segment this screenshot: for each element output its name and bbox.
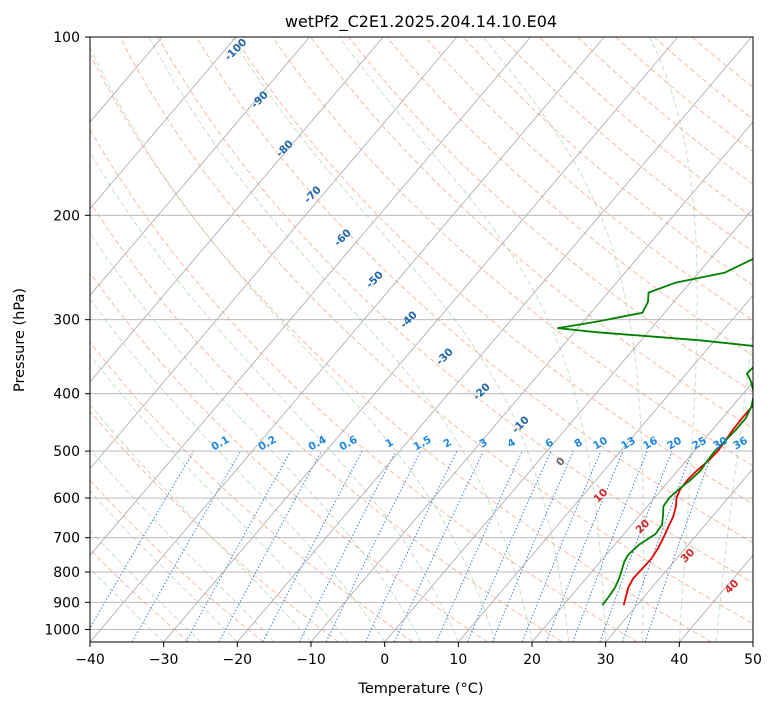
moist-adiabat-line bbox=[149, 37, 532, 642]
y-tick-label: 300 bbox=[53, 313, 80, 329]
isotherm-line bbox=[0, 37, 383, 642]
y-tick-label: 400 bbox=[53, 387, 80, 403]
mixing-ratio-line bbox=[645, 451, 713, 642]
moist-adiabat-line bbox=[716, 37, 775, 642]
x-tick-label: 0 bbox=[380, 652, 389, 668]
dry-adiabat-line bbox=[654, 37, 775, 642]
x-tick-label: −30 bbox=[149, 652, 179, 668]
y-tick-label: 500 bbox=[53, 444, 80, 460]
x-tick-label: −10 bbox=[296, 652, 326, 668]
dry-adiabat-label: -50 bbox=[364, 269, 386, 291]
mixing-ratio-label: 0.6 bbox=[337, 434, 359, 454]
dry-adiabat-line bbox=[0, 37, 264, 642]
mixing-ratio-label: 3 bbox=[477, 436, 489, 450]
mixing-ratio-line bbox=[468, 451, 551, 642]
y-tick-label: 100 bbox=[53, 30, 80, 46]
mixing-ratio-label: 1.5 bbox=[411, 434, 433, 454]
x-tick-label: 10 bbox=[449, 652, 467, 668]
mixing-ratio-line bbox=[522, 451, 601, 642]
dry-adiabat-line bbox=[387, 37, 775, 642]
chart-title: wetPf2_C2E1.2025.204.14.10.E04 bbox=[285, 12, 557, 32]
isotherm-line bbox=[16, 37, 530, 642]
moist-adiabat-line bbox=[0, 37, 311, 642]
dry-adiabat-label: -70 bbox=[302, 184, 324, 206]
dry-adiabat-label: 0 bbox=[554, 455, 568, 469]
dry-adiabat-line bbox=[5, 37, 562, 642]
x-tick-label: 30 bbox=[597, 652, 615, 668]
moist-adiabat-line bbox=[0, 37, 348, 642]
dry-adiabat-line bbox=[0, 37, 189, 642]
isotherm-line bbox=[164, 37, 678, 642]
dry-adiabat-line bbox=[501, 37, 775, 642]
mixing-ratio-label: 0.4 bbox=[306, 434, 328, 454]
isotherm-line bbox=[311, 37, 775, 642]
dry-adiabat-line bbox=[0, 37, 413, 642]
y-tick-label: 600 bbox=[53, 491, 80, 507]
x-tick-label: 50 bbox=[744, 652, 762, 668]
x-tick-label: −40 bbox=[75, 652, 105, 668]
moist-adiabat-line bbox=[0, 37, 201, 642]
mixing-ratio-label: 4 bbox=[505, 436, 517, 450]
mixing-ratio-line bbox=[622, 451, 692, 642]
x-tick-label: 20 bbox=[523, 652, 541, 668]
dry-adiabat-line bbox=[540, 37, 775, 642]
moist-adiabat-line bbox=[483, 37, 643, 642]
moist-adiabat-label: 30 bbox=[678, 546, 697, 565]
dry-adiabat-line bbox=[0, 37, 488, 642]
y-axis-label: Pressure (hPa) bbox=[12, 288, 28, 392]
y-tick-label: 700 bbox=[53, 531, 80, 547]
isotherm-line bbox=[90, 37, 604, 642]
moist-adiabat-label: 40 bbox=[722, 577, 741, 596]
mixing-ratio-line bbox=[546, 451, 623, 642]
x-axis-label: Temperature (°C) bbox=[357, 681, 483, 697]
moist-adiabat-line bbox=[0, 37, 274, 642]
mixing-ratio-line bbox=[299, 451, 396, 642]
mixing-ratio-line bbox=[365, 451, 457, 642]
mixing-ratio-label: 0.1 bbox=[209, 434, 231, 454]
dry-adiabat-label: -40 bbox=[398, 309, 420, 331]
x-tick-label: −20 bbox=[223, 652, 253, 668]
mixing-ratio-line bbox=[82, 451, 194, 642]
y-tick-label: 800 bbox=[53, 565, 80, 581]
isotherm-line bbox=[385, 37, 775, 642]
mixing-ratio-label: 16 bbox=[641, 435, 660, 453]
moist-adiabat-line bbox=[0, 37, 422, 642]
dry-adiabat-label: -80 bbox=[274, 138, 296, 160]
moist-adiabat-line bbox=[0, 37, 385, 642]
mixing-ratio-label: 20 bbox=[665, 435, 684, 453]
mixing-ratio-label: 10 bbox=[591, 435, 610, 453]
moist-adiabat-line bbox=[231, 37, 569, 642]
mixing-ratio-label: 36 bbox=[731, 435, 750, 453]
dry-adiabat-line bbox=[692, 37, 775, 642]
mixing-ratio-line bbox=[263, 451, 362, 642]
mixing-ratio-line bbox=[132, 451, 241, 642]
isotherm-line bbox=[237, 37, 751, 642]
dry-adiabat-line bbox=[82, 37, 712, 642]
moist-adiabat-line bbox=[339, 37, 606, 642]
moist-adiabat-line bbox=[34, 37, 459, 642]
isotherm-line bbox=[0, 37, 236, 642]
y-tick-label: 1000 bbox=[44, 622, 80, 638]
y-tick-label: 900 bbox=[53, 595, 80, 611]
moist-adiabat-line bbox=[0, 37, 237, 642]
mixing-ratio-line bbox=[186, 451, 291, 642]
isotherm-line bbox=[753, 37, 775, 642]
dry-adiabat-label: -20 bbox=[471, 381, 493, 403]
mixing-ratio-label: 8 bbox=[572, 436, 584, 450]
isotherm-line bbox=[0, 37, 310, 642]
plot-frame bbox=[90, 37, 753, 642]
mixing-ratio-label: 2 bbox=[441, 436, 453, 450]
dry-adiabat-line bbox=[349, 37, 775, 642]
mixing-ratio-label: 0.2 bbox=[256, 434, 278, 454]
dry-adiabat-label: -60 bbox=[332, 227, 354, 249]
dry-adiabat-line bbox=[120, 37, 775, 642]
mixing-ratio-line bbox=[492, 451, 573, 642]
y-tick-label: 200 bbox=[53, 208, 80, 224]
x-tick-label: 40 bbox=[670, 652, 688, 668]
mixing-ratio-line bbox=[219, 451, 322, 642]
